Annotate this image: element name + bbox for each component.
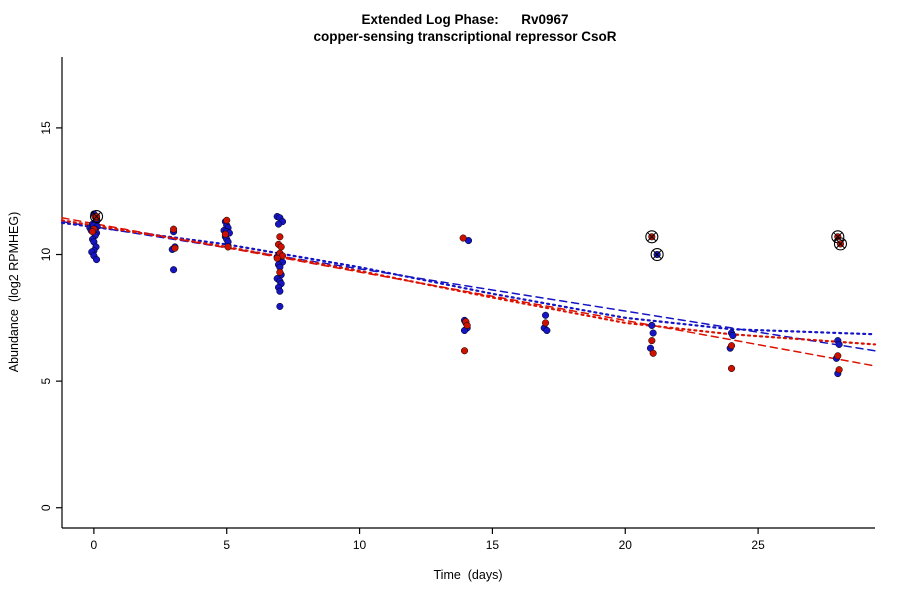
data-point-condition-red <box>273 254 281 262</box>
data-point-condition-red <box>171 244 179 252</box>
outlier-circle <box>650 247 664 262</box>
y-tick-label: 10 <box>39 248 53 262</box>
chart-subtitle: copper-sensing transcriptional repressor… <box>313 29 617 44</box>
data-point-condition-red <box>834 352 842 360</box>
x-tick-label: 5 <box>223 538 230 552</box>
y-tick-label: 0 <box>39 504 53 511</box>
outlier-circle <box>89 209 104 224</box>
data-point-condition-blue <box>729 331 737 340</box>
x-tick-label: 20 <box>619 538 633 552</box>
outlier-cross <box>647 232 657 242</box>
x-tick-label: 15 <box>486 538 500 552</box>
x-tick-label: 0 <box>91 538 98 552</box>
data-point-condition-blue <box>274 220 283 228</box>
y-axis-label: Abundance (log2 RPMHEG) <box>7 211 21 373</box>
data-point-condition-red <box>727 342 736 350</box>
data-point-condition-blue <box>170 266 178 274</box>
y-tick-label: 15 <box>39 121 53 135</box>
data-point-condition-red <box>835 366 843 374</box>
data-point-condition-red <box>463 321 471 329</box>
chart-title: Extended Log Phase: Rv0967 <box>361 12 569 27</box>
data-point-condition-red <box>649 349 657 357</box>
outlier-cross <box>652 249 662 260</box>
x-tick-label: 25 <box>751 538 765 552</box>
outlier-cross <box>91 211 102 222</box>
data-point-condition-blue <box>543 326 551 335</box>
data-point-condition-red <box>276 233 284 241</box>
data-point-condition-red <box>170 225 178 233</box>
data-point-condition-red <box>727 364 736 373</box>
outlier-circle <box>833 237 848 251</box>
data-point-condition-red <box>221 230 229 238</box>
data-point-condition-blue <box>835 340 843 348</box>
data-point-condition-red <box>223 216 231 224</box>
data-point-condition-blue <box>276 302 284 310</box>
data-point-condition-red <box>460 347 469 355</box>
y-tick-label: 5 <box>39 377 53 384</box>
data-point-condition-red <box>224 243 232 251</box>
data-point-condition-blue <box>92 256 101 264</box>
data-point-condition-blue <box>276 287 284 295</box>
data-point-condition-red <box>541 319 550 327</box>
data-point-condition-red <box>89 228 97 236</box>
data-point-condition-blue <box>541 311 550 319</box>
x-axis-label: Time (days) <box>433 568 503 582</box>
outlier-cross <box>835 239 846 249</box>
data-point-condition-blue <box>649 329 657 337</box>
data-point-condition-blue <box>648 321 656 329</box>
outlier-cross <box>833 232 843 242</box>
data-point-condition-red <box>648 337 656 345</box>
data-point-condition-red <box>459 234 467 242</box>
data-point-condition-red <box>276 268 284 276</box>
data-point-condition-red <box>277 243 285 251</box>
outlier-circle <box>645 230 659 244</box>
x-tick-label: 10 <box>353 538 367 552</box>
blue-smooth-fit <box>60 221 877 336</box>
